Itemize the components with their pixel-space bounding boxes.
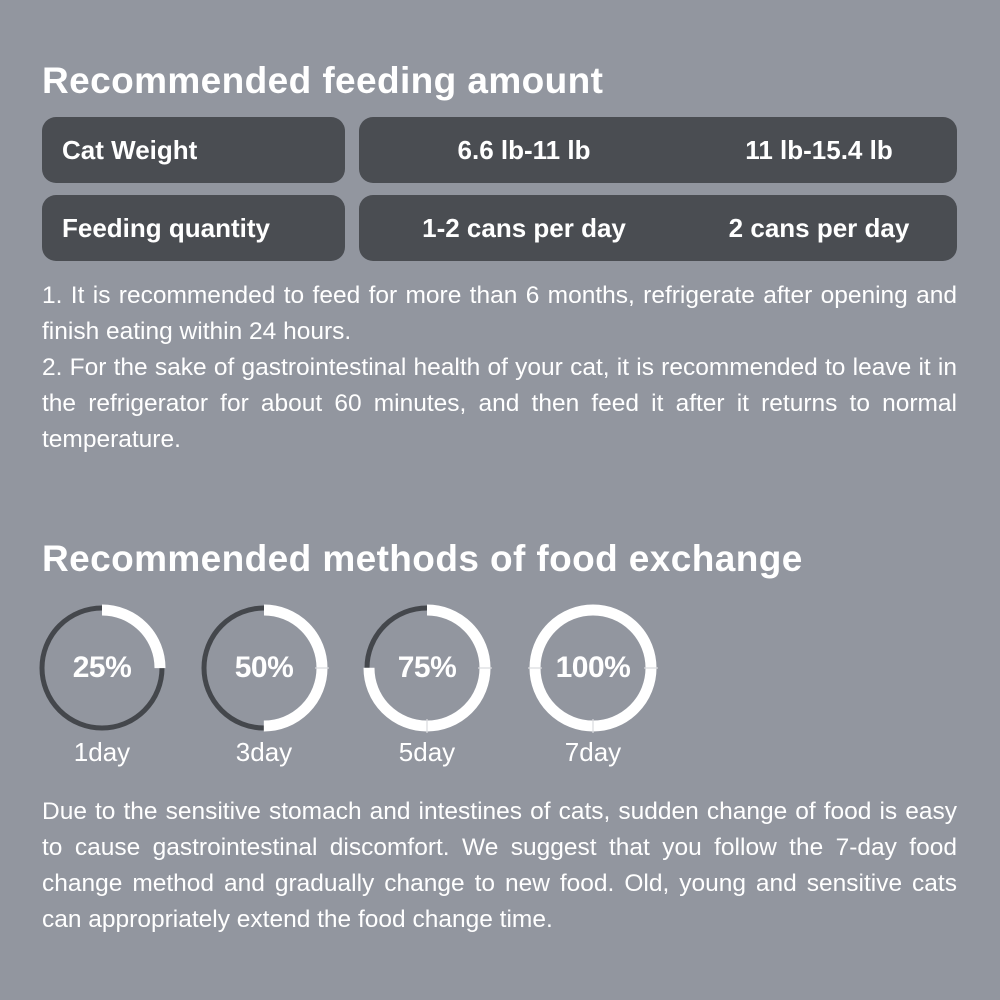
day-label-7: 7day <box>564 737 622 767</box>
ring-progress-arc <box>38 604 166 732</box>
weight-label: Cat Weight <box>62 134 198 165</box>
weight-label-cell: Cat Weight <box>42 117 345 183</box>
ring-graphic <box>528 604 658 733</box>
feeding-note-1: 1. It is recommended to feed for more th… <box>42 282 957 345</box>
day-label-5: 5day <box>398 737 456 767</box>
quantity-values-cell: 1-2 cans per day 2 cans per day <box>359 195 957 261</box>
quantity-label: Feeding quantity <box>62 212 270 243</box>
exchange-title: Recommended methods of food exchange <box>42 538 803 579</box>
ring-graphic <box>363 604 492 733</box>
ring-percent-label: 50% <box>234 651 294 684</box>
quantity-value-2: 2 cans per day <box>728 212 910 243</box>
weight-values-cell: 6.6 lb-11 lb 11 lb-15.4 lb <box>359 117 957 183</box>
day-label-1: 1day <box>73 737 131 767</box>
progress-ring-50: 50% <box>199 603 329 733</box>
quantity-label-cell: Feeding quantity <box>42 195 345 261</box>
weight-value-1: 6.6 lb-11 lb <box>457 134 591 165</box>
ring-percent-label: 75% <box>397 651 457 684</box>
weight-value-2: 11 lb-15.4 lb <box>745 134 893 165</box>
feeding-title: Recommended feeding amount <box>42 60 604 101</box>
ring-percent-label: 100% <box>555 651 631 684</box>
progress-ring-100: 100% <box>528 603 658 733</box>
progress-ring-75: 75% <box>362 603 492 733</box>
quantity-value-1: 1-2 cans per day <box>422 212 626 243</box>
ring-graphic <box>200 604 329 732</box>
feeding-note-2: 2. For the sake of gastrointestinal heal… <box>42 354 957 453</box>
day-label-3: 3day <box>235 737 293 767</box>
feeding-notes: 1. It is recommended to feed for more th… <box>42 278 957 458</box>
progress-ring-25: 25% <box>37 603 167 733</box>
ring-graphic <box>38 604 166 732</box>
exchange-description: Due to the sensitive stomach and intesti… <box>42 798 957 933</box>
ring-percent-label: 25% <box>72 651 132 684</box>
